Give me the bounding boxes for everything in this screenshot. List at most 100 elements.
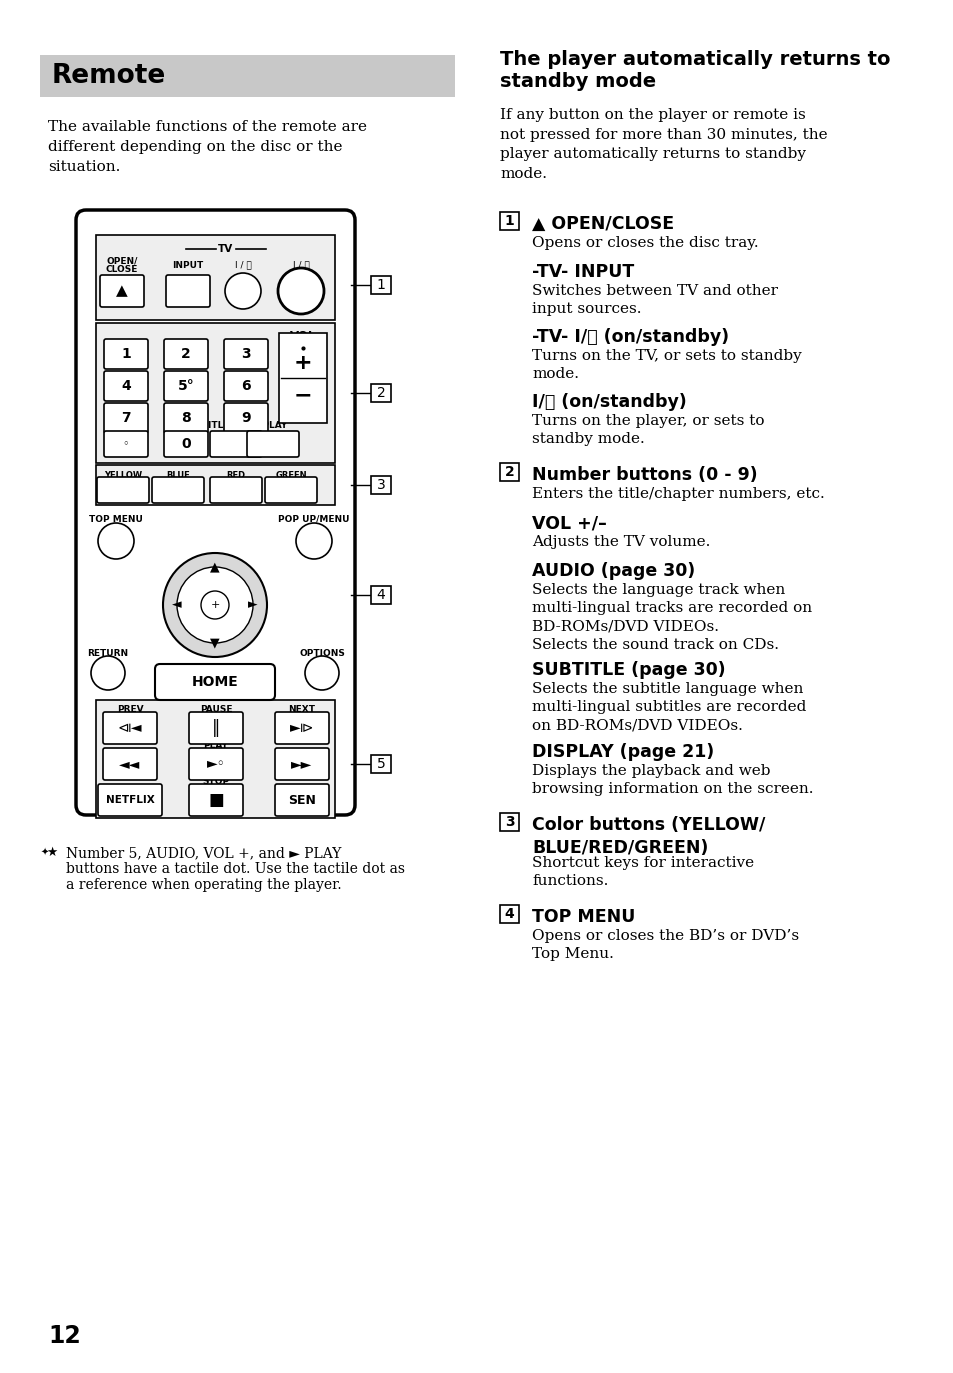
Text: ✦: ✦	[41, 849, 49, 858]
Text: SUBTITLE: SUBTITLE	[182, 420, 230, 430]
Text: CLOSE: CLOSE	[106, 265, 138, 275]
FancyBboxPatch shape	[224, 339, 268, 369]
Text: 1: 1	[504, 214, 514, 228]
Circle shape	[295, 523, 332, 559]
Text: a reference when operating the player.: a reference when operating the player.	[66, 877, 341, 892]
FancyBboxPatch shape	[98, 784, 162, 816]
FancyBboxPatch shape	[164, 339, 208, 369]
Text: Selects the subtitle language when
multi-lingual subtitles are recorded
on BD-RO: Selects the subtitle language when multi…	[532, 682, 805, 733]
Text: I / ⏽: I / ⏽	[234, 261, 251, 269]
Text: Turns on the TV, or sets to standby
mode.: Turns on the TV, or sets to standby mode…	[532, 349, 801, 382]
Text: OPEN/: OPEN/	[106, 257, 137, 265]
FancyBboxPatch shape	[210, 476, 262, 503]
Text: buttons have a tactile dot. Use the tactile dot as: buttons have a tactile dot. Use the tact…	[66, 862, 405, 876]
Circle shape	[305, 656, 338, 691]
Bar	[40, 55, 455, 97]
Text: ★: ★	[47, 846, 57, 859]
Text: RED: RED	[226, 471, 245, 479]
FancyBboxPatch shape	[247, 431, 298, 457]
Text: ◄◄: ◄◄	[119, 757, 140, 772]
FancyBboxPatch shape	[100, 275, 144, 308]
Text: DISPLAY (page 21): DISPLAY (page 21)	[532, 743, 714, 761]
FancyBboxPatch shape	[371, 755, 391, 773]
Text: Enters the title/chapter numbers, etc.: Enters the title/chapter numbers, etc.	[532, 487, 824, 501]
Text: Selects the language track when
multi-lingual tracks are recorded on
BD-ROMs/DVD: Selects the language track when multi-li…	[532, 584, 811, 652]
FancyBboxPatch shape	[164, 404, 208, 432]
FancyBboxPatch shape	[166, 275, 210, 308]
Text: The player automatically returns to: The player automatically returns to	[499, 49, 889, 69]
Text: The available functions of the remote are
different depending on the disc or the: The available functions of the remote ar…	[48, 119, 367, 174]
FancyBboxPatch shape	[499, 813, 518, 831]
Text: 1: 1	[121, 347, 131, 361]
Text: standby mode: standby mode	[499, 71, 656, 91]
Text: Switches between TV and other
input sources.: Switches between TV and other input sour…	[532, 284, 778, 316]
Text: 12: 12	[48, 1324, 81, 1348]
Text: Opens or closes the BD’s or DVD’s
Top Menu.: Opens or closes the BD’s or DVD’s Top Me…	[532, 930, 799, 961]
FancyBboxPatch shape	[76, 210, 355, 816]
Text: 8: 8	[181, 411, 191, 426]
FancyBboxPatch shape	[104, 339, 148, 369]
Text: BLUE: BLUE	[166, 471, 190, 479]
Text: POP UP/MENU: POP UP/MENU	[278, 515, 350, 523]
Text: HOME: HOME	[192, 676, 238, 689]
Text: 9: 9	[241, 411, 251, 426]
FancyBboxPatch shape	[189, 748, 243, 780]
Text: 5°: 5°	[177, 379, 194, 393]
Text: +: +	[294, 353, 312, 373]
FancyBboxPatch shape	[274, 713, 329, 744]
Text: If any button on the player or remote is
not pressed for more than 30 minutes, t: If any button on the player or remote is…	[499, 108, 827, 180]
Text: PREV: PREV	[116, 706, 143, 714]
Text: -TV- I/⏽ (on/standby): -TV- I/⏽ (on/standby)	[532, 328, 728, 346]
Text: RETURN: RETURN	[88, 648, 129, 658]
Text: STOP: STOP	[202, 777, 230, 787]
Circle shape	[177, 567, 253, 643]
Text: 2: 2	[376, 386, 385, 400]
Text: 2: 2	[504, 465, 514, 479]
Text: SEN: SEN	[288, 794, 315, 806]
Text: 1: 1	[376, 277, 385, 292]
Text: ◦: ◦	[123, 439, 130, 449]
FancyBboxPatch shape	[96, 235, 335, 320]
FancyBboxPatch shape	[499, 211, 518, 231]
Text: Shortcut keys for interactive
functions.: Shortcut keys for interactive functions.	[532, 855, 753, 888]
Circle shape	[98, 523, 133, 559]
Text: ⧏◄: ⧏◄	[117, 721, 142, 735]
Text: 5: 5	[376, 757, 385, 772]
Text: 3: 3	[376, 478, 385, 492]
Text: I / ⏽: I / ⏽	[293, 261, 309, 269]
FancyBboxPatch shape	[104, 431, 148, 457]
Text: 7: 7	[121, 411, 131, 426]
Text: Opens or closes the disc tray.: Opens or closes the disc tray.	[532, 236, 758, 250]
FancyBboxPatch shape	[164, 371, 208, 401]
Text: YELLOW: YELLOW	[104, 471, 142, 479]
Text: ►►: ►►	[291, 757, 313, 772]
Text: +: +	[210, 600, 219, 610]
FancyBboxPatch shape	[104, 371, 148, 401]
Text: 4: 4	[504, 908, 514, 921]
Text: Adjusts the TV volume.: Adjusts the TV volume.	[532, 535, 710, 549]
FancyBboxPatch shape	[224, 371, 268, 401]
Text: ▲: ▲	[210, 560, 219, 574]
FancyBboxPatch shape	[224, 404, 268, 432]
FancyBboxPatch shape	[189, 713, 243, 744]
Text: Color buttons (YELLOW/
BLUE/RED/GREEN): Color buttons (YELLOW/ BLUE/RED/GREEN)	[532, 816, 764, 857]
Text: TOP MENU: TOP MENU	[532, 908, 635, 925]
Circle shape	[163, 553, 267, 658]
FancyBboxPatch shape	[371, 276, 391, 294]
Text: Number 5, AUDIO, VOL +, and ► PLAY: Number 5, AUDIO, VOL +, and ► PLAY	[66, 846, 341, 859]
Text: ▲: ▲	[116, 283, 128, 298]
Text: NEXT: NEXT	[288, 706, 315, 714]
Text: 6: 6	[241, 379, 251, 393]
Text: −: −	[294, 384, 312, 405]
Text: 4: 4	[376, 588, 385, 601]
Circle shape	[277, 268, 324, 314]
Circle shape	[225, 273, 261, 309]
FancyBboxPatch shape	[164, 431, 208, 457]
Text: PLAY: PLAY	[203, 741, 228, 751]
FancyBboxPatch shape	[210, 431, 262, 457]
FancyBboxPatch shape	[96, 323, 335, 463]
Text: ■: ■	[208, 791, 224, 809]
FancyBboxPatch shape	[499, 463, 518, 481]
FancyBboxPatch shape	[103, 713, 157, 744]
Text: Number buttons (0 - 9): Number buttons (0 - 9)	[532, 465, 757, 485]
